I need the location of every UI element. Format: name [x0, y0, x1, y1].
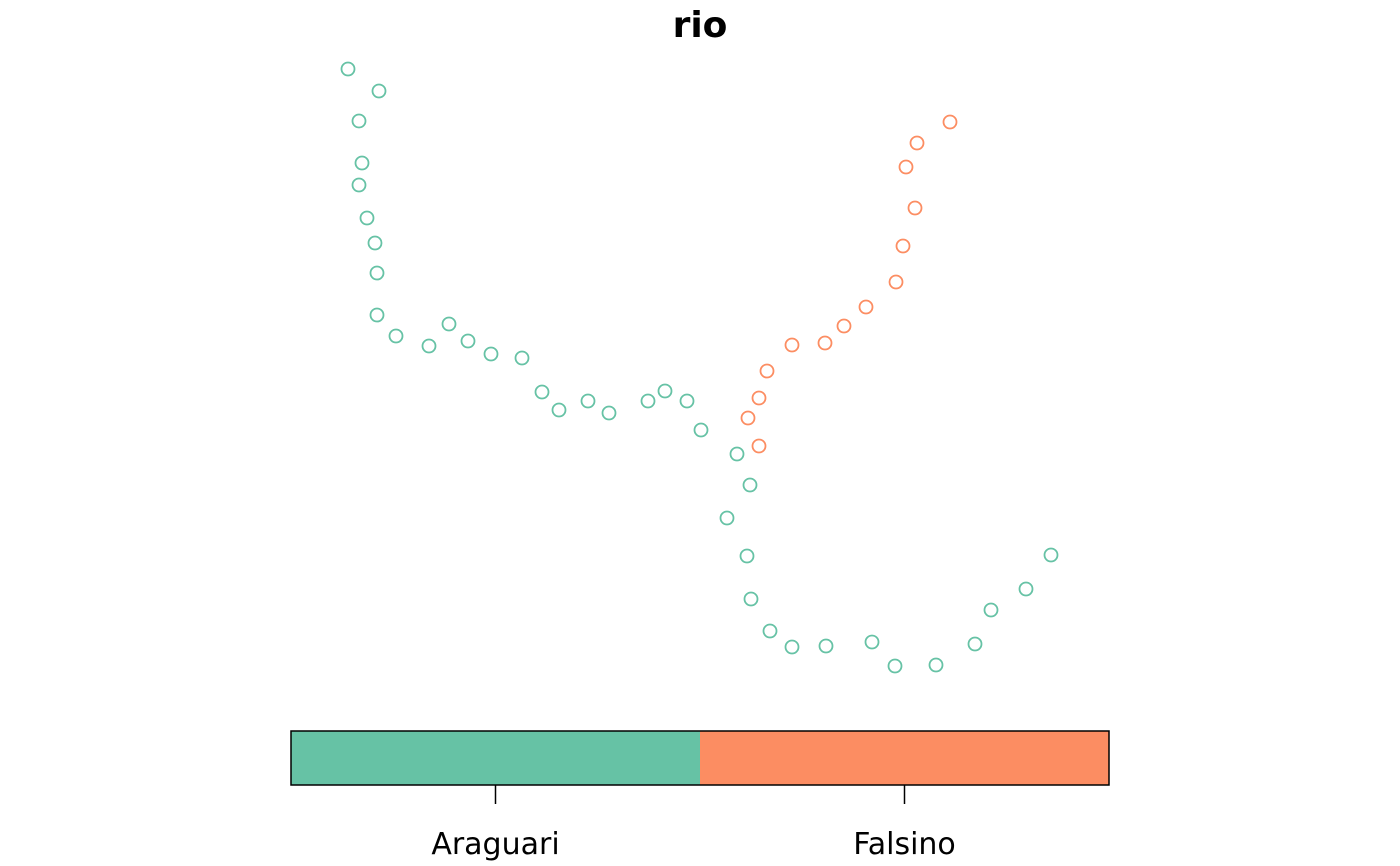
data-point-falsino	[907, 200, 923, 216]
legend-swatch-falsino	[700, 731, 1109, 785]
data-point-araguari	[928, 657, 944, 673]
data-point-araguari	[359, 210, 375, 226]
data-point-araguari	[421, 338, 437, 354]
data-point-araguari	[351, 113, 367, 129]
data-point-araguari	[719, 510, 735, 526]
data-point-araguari	[483, 346, 499, 362]
data-point-araguari	[1018, 581, 1034, 597]
legend-border	[290, 730, 1110, 786]
data-point-araguari	[354, 155, 370, 171]
data-point-falsino	[740, 410, 756, 426]
data-point-araguari	[351, 177, 367, 193]
data-point-araguari	[340, 61, 356, 77]
data-point-falsino	[751, 390, 767, 406]
data-point-araguari	[983, 602, 999, 618]
data-point-falsino	[895, 238, 911, 254]
data-point-araguari	[369, 265, 385, 281]
data-point-araguari	[679, 393, 695, 409]
data-point-araguari	[729, 446, 745, 462]
legend-label-araguari: Araguari	[431, 827, 559, 862]
data-point-falsino	[784, 337, 800, 353]
data-point-falsino	[898, 159, 914, 175]
data-point-araguari	[657, 383, 673, 399]
data-point-araguari	[818, 638, 834, 654]
legend-color-bar: Araguari Falsino	[290, 730, 1110, 862]
data-point-araguari	[739, 548, 755, 564]
data-point-araguari	[514, 350, 530, 366]
data-point-falsino	[888, 274, 904, 290]
data-point-araguari	[640, 393, 656, 409]
data-point-araguari	[371, 83, 387, 99]
data-point-araguari	[580, 393, 596, 409]
data-point-araguari	[388, 328, 404, 344]
data-point-araguari	[551, 402, 567, 418]
data-point-araguari	[367, 235, 383, 251]
legend-swatch-araguari	[291, 731, 700, 785]
data-point-araguari	[967, 636, 983, 652]
data-point-falsino	[759, 363, 775, 379]
data-point-araguari	[601, 405, 617, 421]
data-point-falsino	[817, 335, 833, 351]
data-point-falsino	[751, 438, 767, 454]
data-point-falsino	[909, 135, 925, 151]
data-point-araguari	[1043, 547, 1059, 563]
data-point-araguari	[693, 422, 709, 438]
data-point-araguari	[762, 623, 778, 639]
data-point-falsino	[942, 114, 958, 130]
data-point-araguari	[864, 634, 880, 650]
data-point-araguari	[534, 384, 550, 400]
data-point-araguari	[742, 477, 758, 493]
data-point-araguari	[460, 333, 476, 349]
data-point-araguari	[743, 591, 759, 607]
data-point-araguari	[441, 316, 457, 332]
data-point-falsino	[858, 299, 874, 315]
chart-title: rio	[673, 5, 728, 46]
points-layer	[340, 61, 1059, 674]
data-point-araguari	[784, 639, 800, 655]
legend-label-falsino: Falsino	[853, 827, 956, 862]
data-point-araguari	[369, 307, 385, 323]
data-point-falsino	[836, 318, 852, 334]
data-point-araguari	[887, 658, 903, 674]
